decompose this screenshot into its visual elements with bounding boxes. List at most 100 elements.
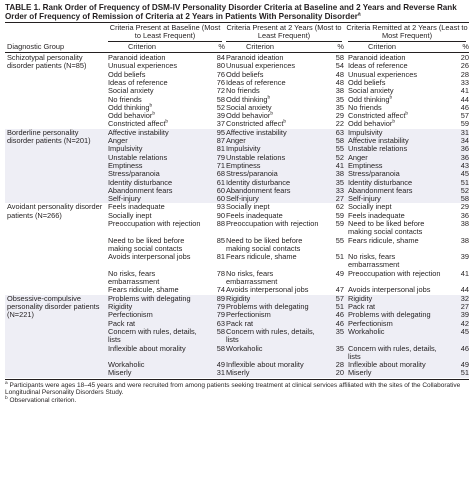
panel-header-rule-1 <box>108 41 222 42</box>
criterion-cell: Identity disturbance <box>226 177 322 187</box>
criterion-cell: Preoccupation with rejection <box>108 219 204 228</box>
group-band <box>5 128 469 204</box>
criterion-cell: Odd thinkingb <box>108 103 204 112</box>
criterion-cell: Ideas of reference <box>348 62 444 70</box>
percent-cell: 39 <box>460 310 469 320</box>
table-top-rule <box>5 22 469 23</box>
criterion-text: Anger <box>108 136 128 145</box>
percent-cell: 41 <box>460 86 469 96</box>
percent-cell: 52 <box>460 185 469 195</box>
criterion-cell: Affective instability <box>108 128 204 137</box>
criterion-cell: Workaholic <box>108 360 204 370</box>
percent-cell: 31 <box>460 127 469 137</box>
percent-cell: 48 <box>335 77 344 87</box>
criterion-cell: Inflexible about morality <box>226 360 322 369</box>
criterion-text: No risks, fears embarrassment <box>108 268 160 287</box>
criterion-cell: Rigidity <box>226 293 322 303</box>
criterion-text: Workaholic <box>108 360 145 370</box>
criterion-text: Self-injury <box>226 194 259 204</box>
percent-cell: 87 <box>216 136 225 145</box>
criterion-cell: Inflexible about morality <box>108 344 204 353</box>
criterion-cell: Concern with rules, details, lists <box>348 344 444 362</box>
criterion-cell: Affective instability <box>226 128 322 137</box>
percent-cell: 29 <box>335 111 344 121</box>
group-name: Schizotypal personality disorder patient… <box>7 53 87 71</box>
percent-cell: 43 <box>460 160 469 170</box>
criterion-text: Avoids interpersonal jobs <box>348 285 431 295</box>
footnote-text: Observational criterion. <box>7 396 77 404</box>
criterion-text: Miserly <box>348 368 372 378</box>
percent-cell: 84 <box>216 53 225 62</box>
percent-cell: 36 <box>460 152 469 162</box>
criterion-cell: Socially inept <box>226 203 322 211</box>
percent-cell: 63 <box>216 318 225 328</box>
criterion-text: Constricted affect <box>348 111 406 121</box>
criterion-cell: Unstable relations <box>108 153 204 162</box>
criterion-text: Rigidity <box>226 293 251 303</box>
criterion-cell: Stress/paranoia <box>348 170 444 178</box>
criterion-cell: No friends <box>226 87 322 95</box>
percent-cell: 35 <box>335 102 344 112</box>
percent-cell: 46 <box>460 343 469 353</box>
percent-cell: 49 <box>216 360 225 370</box>
criterion-text: Impulsivity <box>226 144 261 154</box>
criterion-text: Pack rat <box>108 318 136 328</box>
criterion-text: Identity disturbance <box>226 177 291 187</box>
criterion-text: Constricted affect <box>226 119 284 129</box>
criterion-text: No risks, fears embarrassment <box>348 252 400 270</box>
criterion-text: Self-injury <box>108 194 141 204</box>
criterion-cell: Miserly <box>348 369 444 377</box>
table-header-rule <box>5 52 469 53</box>
percent-cell: 38 <box>460 235 469 245</box>
diagnostic-group-header: Diagnostic Group <box>7 42 65 51</box>
criterion-text: Workaholic <box>348 326 385 336</box>
percent-cell: 44 <box>460 285 469 295</box>
percent-cell: 36 <box>460 144 469 154</box>
criterion-cell: Problems with delegating <box>226 302 322 311</box>
criterion-cell: Problems with delegating <box>108 294 204 303</box>
criterion-cell: Paranoid ideation <box>108 53 204 62</box>
criterion-cell: Problems with delegating <box>348 311 444 319</box>
criterion-cell: Miserly <box>226 369 322 377</box>
criterion-cell: Odd beliefs <box>226 70 322 79</box>
criterion-text: Need to be liked before making social co… <box>348 219 425 237</box>
criterion-cell: Anger <box>226 136 322 145</box>
criterion-cell: Affective instability <box>348 136 444 145</box>
criterion-text: Emptiness <box>226 160 261 170</box>
panel-header-3: Criteria Remitted at 2 Years (Least to M… <box>346 23 468 41</box>
criterion-cell: Anger <box>108 136 204 145</box>
percent-cell: 81 <box>216 144 225 154</box>
criterion-cell: Identity disturbance <box>348 178 444 187</box>
criterion-cell: No risks, fears embarrassment <box>226 268 322 287</box>
percent-cell: 78 <box>216 268 225 278</box>
percent-cell: 79 <box>216 152 225 162</box>
criterion-text: Workaholic <box>226 343 263 353</box>
criterion-text: Odd behavior <box>108 111 153 121</box>
percent-cell: 60 <box>216 185 225 195</box>
criterion-text: Unusual experiences <box>348 69 418 79</box>
percent-cell: 52 <box>216 102 225 112</box>
criterion-text: Social anxiety <box>226 102 272 112</box>
criterion-cell: Impulsivity <box>348 128 444 137</box>
criterion-text: Affective instability <box>348 136 409 145</box>
criterion-text: Paranoid ideation <box>348 53 406 62</box>
criterion-text: Preoccupation with rejection <box>348 268 441 278</box>
criterion-text: No risks, fears embarrassment <box>226 268 278 287</box>
criterion-cell: Emptiness <box>348 161 444 170</box>
percent-cell: 68 <box>216 169 225 179</box>
footnote: b Observational criterion. <box>5 396 469 404</box>
criterion-text: Problems with delegating <box>348 310 431 320</box>
criterion-cell: Perfectionism <box>108 311 204 319</box>
criterion-cell: Fears ridicule, shame <box>108 286 204 294</box>
group-name: Borderline personality disorder patients… <box>7 127 91 145</box>
criterion-cell: Preoccupation with rejection <box>226 219 322 228</box>
criterion-text: Perfectionism <box>348 318 393 328</box>
criterion-cell: Rigidity <box>108 302 204 311</box>
criterion-cell: No risks, fears embarrassment <box>348 252 444 270</box>
percent-cell: 35 <box>335 326 344 336</box>
percent-cell: 34 <box>460 136 469 145</box>
criterion-cell: Unstable relations <box>226 153 322 162</box>
criterion-cell: No risks, fears embarrassment <box>108 268 204 287</box>
criterion-text: Pack rat <box>348 302 376 311</box>
percent-cell: 42 <box>460 318 469 328</box>
